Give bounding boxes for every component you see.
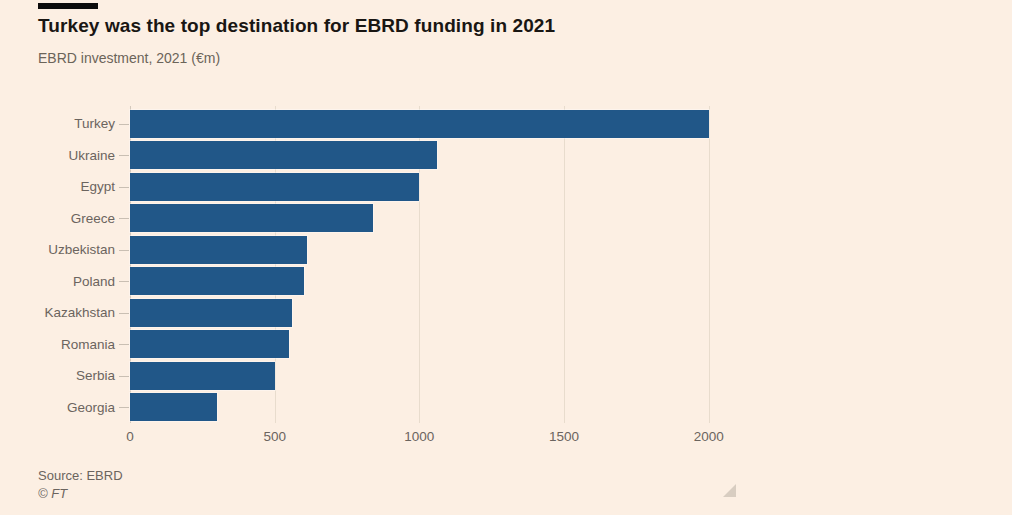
resize-handle-icon[interactable] [723,484,736,497]
y-axis-tick [119,155,129,156]
bar-georgia [130,393,217,421]
bar-egypt [130,173,419,201]
x-axis-label-0: 0 [126,429,134,444]
chart-subtitle: EBRD investment, 2021 (€m) [38,50,220,66]
bar-kazakhstan [130,299,292,327]
category-label-poland: Poland [0,266,115,298]
bar-serbia [130,362,275,390]
ft-accent-bar [38,3,98,9]
y-axis-tick [119,250,129,251]
source-note: Source: EBRD [38,468,123,483]
bar-poland [130,267,304,295]
y-axis-tick [119,313,129,314]
category-label-uzbekistan: Uzbekistan [0,234,115,266]
x-axis-label-1500: 1500 [549,429,579,444]
chart-title: Turkey was the top destination for EBRD … [38,15,555,37]
bar-greece [130,204,373,232]
y-axis-tick [119,281,129,282]
gridline-x-2000 [709,106,710,423]
x-axis-label-2000: 2000 [694,429,724,444]
category-label-greece: Greece [0,203,115,235]
category-label-turkey: Turkey [0,108,115,140]
category-label-ukraine: Ukraine [0,140,115,172]
plot-area [130,108,755,423]
y-axis-tick [119,187,129,188]
y-axis-tick [119,376,129,377]
bar-romania [130,330,289,358]
y-axis-tick [119,407,129,408]
bar-turkey [130,110,709,138]
bar-uzbekistan [130,236,307,264]
x-axis-label-1000: 1000 [404,429,434,444]
category-label-egypt: Egypt [0,171,115,203]
y-axis-tick [119,124,129,125]
category-label-kazakhstan: Kazakhstan [0,297,115,329]
category-label-serbia: Serbia [0,360,115,392]
x-axis-label-500: 500 [263,429,286,444]
y-axis-tick [119,344,129,345]
category-label-georgia: Georgia [0,392,115,424]
bar-ukraine [130,141,437,169]
ft-copyright: © FT [38,486,67,501]
gridline-x-1500 [564,106,565,423]
chart-canvas: Turkey was the top destination for EBRD … [0,0,1012,521]
category-label-romania: Romania [0,329,115,361]
y-axis-tick [119,218,129,219]
